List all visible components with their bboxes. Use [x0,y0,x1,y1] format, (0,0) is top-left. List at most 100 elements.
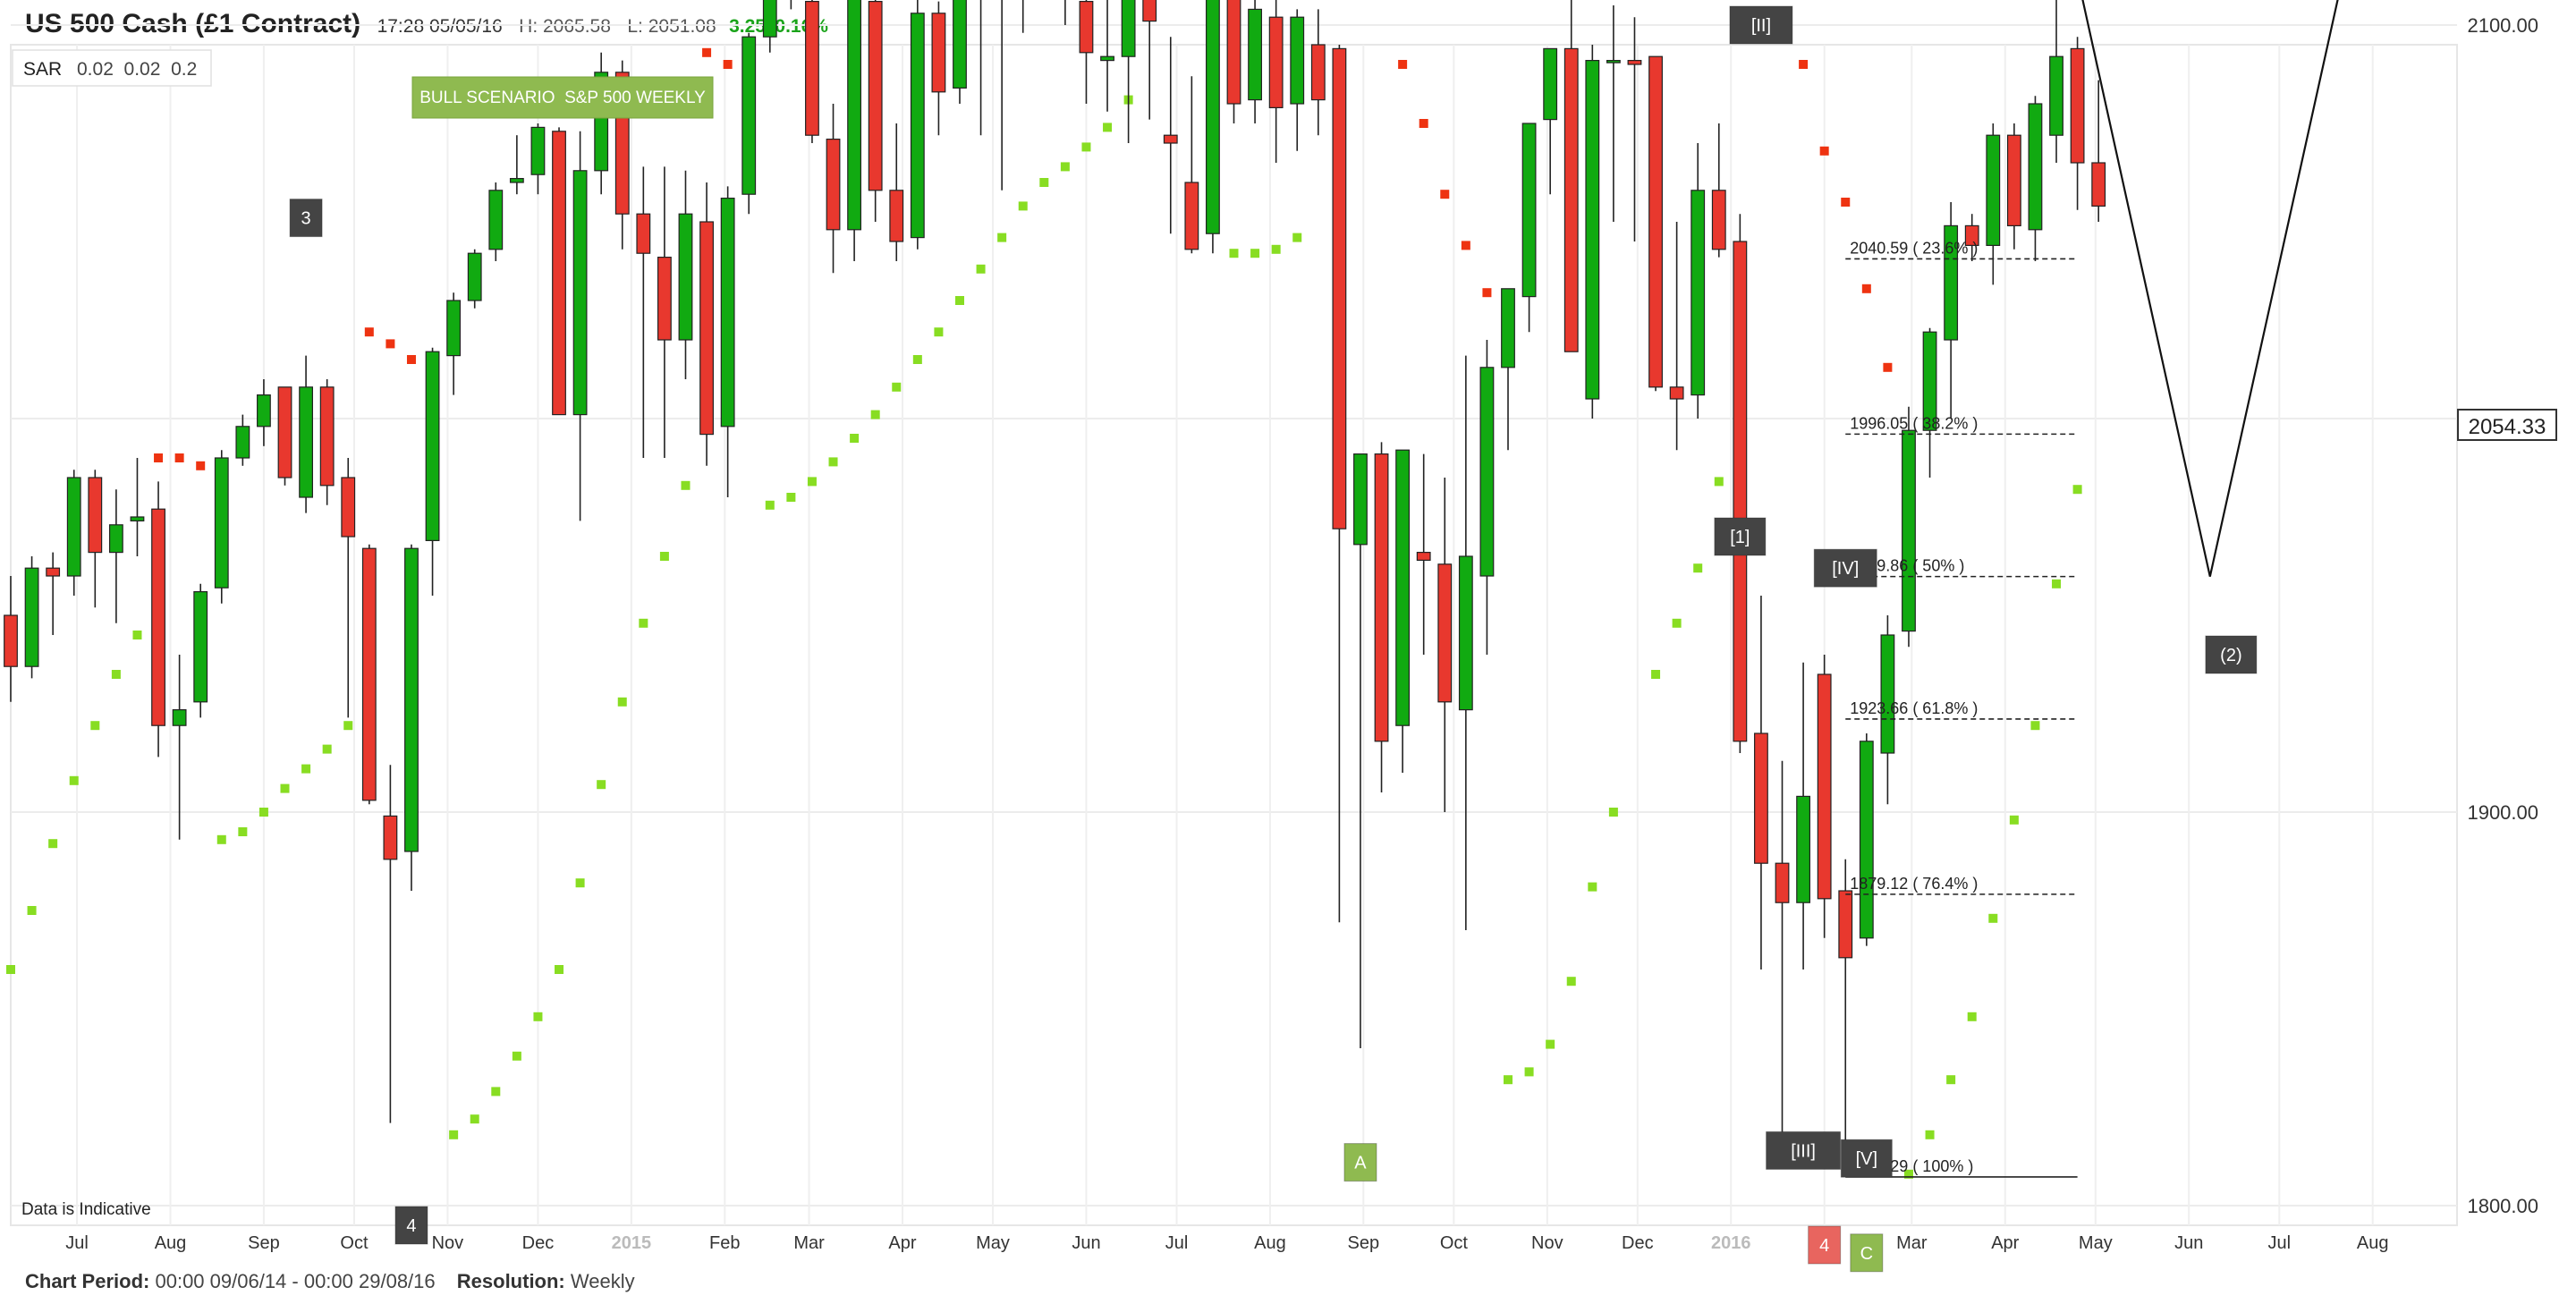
sar-point [111,670,121,679]
wave-label-text: A [1354,1154,1367,1173]
sar-point [1482,288,1492,298]
sar-point [1271,244,1281,254]
sar-point [912,355,922,364]
candle-up [172,708,187,726]
sar-point [280,783,290,793]
sar-point [597,780,606,790]
x-tick-label: May [976,1233,1010,1253]
y-tick-label: 1800.00 [2467,1195,2538,1217]
candle-up [235,426,250,459]
candle-down [1775,862,1790,903]
candle-up [1796,795,1811,903]
candle-up [1100,55,1114,62]
wave-label-box [1343,1143,1377,1182]
sar-point [69,775,79,785]
current-price-marker: 2054.33 [2457,409,2557,441]
candle-down [868,1,883,191]
sar-point [1841,198,1851,207]
sar-point [1819,146,1829,156]
candle-up [1986,134,2001,246]
sar-point [238,827,248,836]
wave-label-text: [V] [1856,1149,1877,1169]
candle-down [1374,453,1389,742]
candle-up [446,300,462,357]
low-value: L: 2051.08 [627,16,716,37]
sar-legend-params: 0.02 0.02 0.2 [77,59,197,80]
sar-point [216,834,226,844]
candle-up [1353,453,1368,546]
sar-point [1651,670,1661,679]
candle-down [46,567,61,577]
candle-down [1226,0,1241,105]
sar-point [1714,477,1724,487]
sar-point [1524,1067,1534,1077]
candle-up [1944,224,1959,341]
x-tick-label: Mar [793,1233,825,1253]
fibonacci-retracement: 2112.42 ( 0% )2040.59 ( 23.6% )1996.05 (… [1845,239,2078,1178]
candle-up [509,178,524,183]
x-tick-label: Aug [1254,1233,1286,1253]
sar-point [828,457,838,467]
candle-up [953,0,967,89]
sar-legend-label: SAR [23,59,62,80]
candle-up [1859,741,1874,939]
candle-down [1669,386,1684,400]
candle-down [1817,673,1832,900]
candle-down [1142,0,1157,22]
candle-up [1395,449,1411,726]
sar-series [6,21,2082,1179]
fib-level-label: 1959.86 ( 50% ) [1850,557,1964,575]
candle-down [1964,224,1979,246]
sar-point [639,618,648,628]
candle-up [404,547,419,852]
sar-point [132,631,142,639]
x-tick-label: Nov [432,1233,464,1253]
change-value: 3.25 [729,16,766,37]
candle-down [699,221,714,436]
wave-labels: 3453AB[1][II][III]4[IV][V]C(1(2) [289,5,2258,1273]
candlestick-series [4,0,2106,1166]
timestamp: 17:28 05/05/16 [377,16,503,37]
candle-down [1332,47,1347,529]
candle-up [66,477,81,577]
y-tick-label: 2100.00 [2467,14,2538,37]
sar-point [765,500,775,510]
candle-down [1268,16,1284,108]
sar-point [449,1130,459,1139]
candle-down [1310,44,1326,101]
sar-point [2052,579,2062,588]
sar-point [1861,284,1871,293]
sar-point [617,697,627,707]
wave-label-box [1729,5,1793,45]
sar-point [575,878,585,888]
candle-down [552,131,566,416]
x-tick-label: Sep [248,1233,280,1253]
candle-up [1543,47,1558,121]
sar-point [850,434,860,443]
candle-up [530,126,546,175]
candle-down [2091,162,2106,207]
candle-down [1733,241,1748,742]
candle-up [425,351,440,542]
x-tick-label: Jul [65,1233,89,1253]
sar-point [659,552,669,561]
data-indicative-note: Data is Indicative [21,1200,151,1219]
candle-up [488,190,504,250]
sar-point [6,965,15,974]
candle-up [1121,0,1136,57]
wave-label-text: (2) [2220,646,2241,665]
candle-up [257,394,271,428]
fib-level-label: 1996.05 ( 38.2% ) [1850,414,1978,432]
wave-label-box [289,199,323,238]
candle-up [1206,0,1220,234]
sar-point [555,965,564,974]
sar-point [470,1114,479,1124]
x-tick-label: Mar [1896,1233,1928,1253]
sar-point [406,355,416,364]
sar-point [1461,241,1470,250]
x-tick-label: 2015 [612,1233,652,1253]
sar-point [1693,563,1703,573]
candle-up [910,13,925,239]
chart-footer: Chart Period: 00:00 09/06/14 - 00:00 29/… [25,1270,635,1293]
